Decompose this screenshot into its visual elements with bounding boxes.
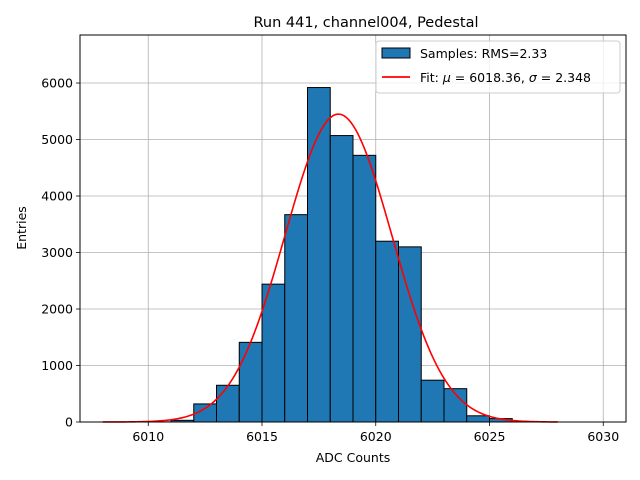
chart-title: Run 441, channel004, Pedestal: [253, 15, 478, 31]
x-axis-label: ADC Counts: [316, 450, 391, 465]
histogram-bar: [375, 240, 399, 423]
y-tick-label: 1000: [41, 358, 73, 373]
y-tick-label: 3000: [41, 245, 73, 260]
legend: Samples: RMS=2.33 Fit: μ = 6018.36, σ = …: [375, 40, 621, 94]
y-tick-label: 4000: [41, 189, 73, 204]
x-tick-label: 6030: [587, 429, 619, 444]
legend-fit-sigma-symbol: σ: [529, 70, 538, 85]
histogram-bars: [147, 87, 513, 423]
fit-curve-group: [102, 113, 558, 423]
legend-fit-mu-value: = 6018.36,: [451, 70, 529, 85]
legend-label-fit: Fit: μ = 6018.36, σ = 2.348: [420, 70, 591, 85]
y-axis-label: Entries: [14, 206, 29, 250]
y-tick-label: 6000: [41, 76, 73, 91]
x-tick-label: 6025: [474, 429, 506, 444]
y-tick-label: 0: [65, 415, 73, 430]
histogram-bar: [329, 135, 354, 423]
y-tick-label: 2000: [41, 302, 73, 317]
fit-curve: [102, 113, 558, 423]
histogram-bar: [261, 283, 286, 423]
histogram-bar: [238, 341, 263, 423]
histogram-bar: [466, 415, 490, 423]
histogram-bar: [420, 379, 445, 423]
y-tick-label: 5000: [41, 132, 73, 147]
x-tick-label: 6020: [360, 429, 392, 444]
histogram-bar: [398, 246, 422, 423]
legend-fit-sigma-value: = 2.348: [537, 70, 591, 85]
histogram-bar: [216, 384, 240, 423]
x-tick-label: 6015: [246, 429, 278, 444]
plot-frame: [79, 34, 627, 423]
x-tick-label: 6010: [132, 429, 164, 444]
legend-box: [375, 40, 621, 94]
legend-fit-prefix: Fit:: [420, 70, 443, 85]
legend-label-samples: Samples: RMS=2.33: [420, 46, 547, 61]
legend-fit-mu-symbol: μ: [442, 70, 451, 85]
y-axis-ticks: 0 1000 2000 3000 4000 5000 6000: [41, 76, 80, 430]
histogram-bar: [307, 87, 331, 423]
histogram-bar: [284, 214, 308, 423]
legend-swatch-samples: [381, 47, 411, 59]
histogram-bar: [352, 154, 377, 423]
x-axis-ticks: 6010 6015 6020 6025 6030: [132, 422, 619, 444]
